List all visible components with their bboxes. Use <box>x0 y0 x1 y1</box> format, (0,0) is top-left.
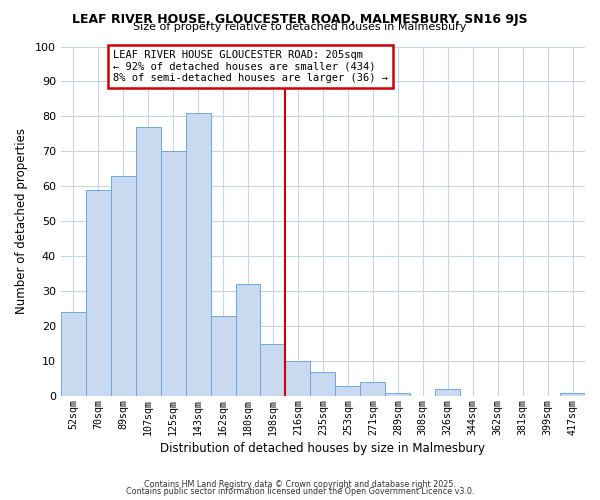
Bar <box>335 386 361 396</box>
Bar <box>435 390 460 396</box>
Bar <box>111 176 136 396</box>
Text: Size of property relative to detached houses in Malmesbury: Size of property relative to detached ho… <box>133 22 467 32</box>
Text: Contains HM Land Registry data © Crown copyright and database right 2025.: Contains HM Land Registry data © Crown c… <box>144 480 456 489</box>
Y-axis label: Number of detached properties: Number of detached properties <box>15 128 28 314</box>
Bar <box>361 382 385 396</box>
Bar <box>385 393 410 396</box>
Text: Contains public sector information licensed under the Open Government Licence v3: Contains public sector information licen… <box>126 487 474 496</box>
Bar <box>136 127 161 396</box>
Bar <box>161 152 185 396</box>
Bar <box>86 190 111 396</box>
Bar <box>61 312 86 396</box>
Text: LEAF RIVER HOUSE GLOUCESTER ROAD: 205sqm
← 92% of detached houses are smaller (4: LEAF RIVER HOUSE GLOUCESTER ROAD: 205sqm… <box>113 50 388 83</box>
Bar <box>260 344 286 397</box>
Text: LEAF RIVER HOUSE, GLOUCESTER ROAD, MALMESBURY, SN16 9JS: LEAF RIVER HOUSE, GLOUCESTER ROAD, MALME… <box>72 12 528 26</box>
Bar <box>211 316 236 396</box>
Bar <box>560 393 585 396</box>
Bar <box>286 362 310 396</box>
X-axis label: Distribution of detached houses by size in Malmesbury: Distribution of detached houses by size … <box>160 442 485 455</box>
Bar <box>185 113 211 397</box>
Bar <box>236 284 260 397</box>
Bar <box>310 372 335 396</box>
